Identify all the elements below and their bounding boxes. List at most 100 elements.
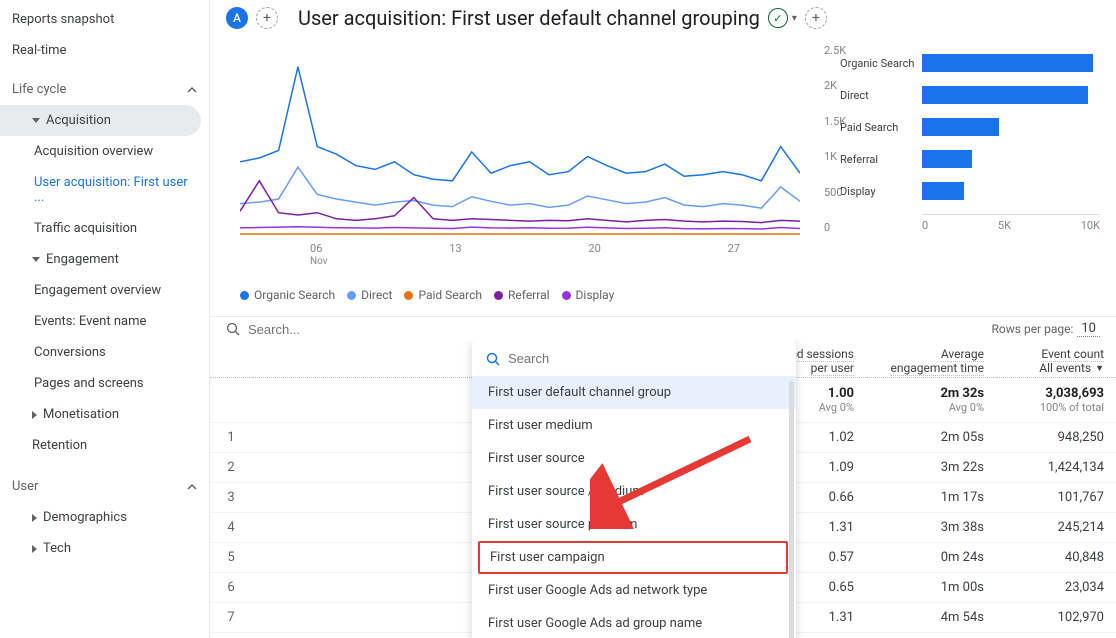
sidebar-item-label: Monetisation <box>43 407 119 422</box>
sidebar-item-label: Acquisition <box>46 113 111 128</box>
sidebar-section-lifecycle[interactable]: Life cycle <box>0 74 209 105</box>
dropdown-option[interactable]: First user medium <box>472 409 796 442</box>
search-icon <box>226 322 240 336</box>
row-index: 5 <box>210 543 252 573</box>
chevron-up-icon <box>187 85 197 95</box>
data-cell: 23,034 <box>996 573 1116 603</box>
dropdown-option[interactable]: First user campaign <box>478 541 788 574</box>
totals-cell: 2m 32s <box>866 378 996 402</box>
sidebar-item-demographics[interactable]: Demographics <box>0 502 209 533</box>
sidebar-section-user[interactable]: User <box>0 471 209 502</box>
triangle-down-icon <box>32 257 40 262</box>
sidebar: Reports snapshot Real-time Life cycle Ac… <box>0 0 210 638</box>
bar-row: Display <box>840 182 1100 200</box>
triangle-right-icon <box>32 411 37 419</box>
totals-sub-cell: 100% of total <box>996 401 1116 423</box>
sidebar-item-engagement[interactable]: Engagement <box>0 244 209 275</box>
table-search-input[interactable] <box>248 322 992 337</box>
row-index: 3 <box>210 483 252 513</box>
data-cell: 1m 17s <box>866 483 996 513</box>
data-cell: 4m 54s <box>866 603 996 633</box>
dropdown-scrollbar[interactable] <box>789 381 794 638</box>
sidebar-item-traffic-acquisition[interactable]: Traffic acquisition <box>0 213 209 244</box>
data-cell: 3m 38s <box>866 513 996 543</box>
main-content: A + User acquisition: First user default… <box>210 0 1116 638</box>
sidebar-item-events[interactable]: Events: Event name <box>0 306 209 337</box>
legend-item[interactable]: Direct <box>347 288 392 302</box>
row-index: 6 <box>210 573 252 603</box>
rows-per-page-value[interactable]: 10 <box>1077 321 1100 337</box>
triangle-down-icon <box>32 118 40 123</box>
column-header[interactable]: Averageengagement time <box>866 341 996 378</box>
data-cell: 3m 22s <box>866 453 996 483</box>
dropdown-search-input[interactable] <box>508 351 782 366</box>
data-cell: 102,970 <box>996 603 1116 633</box>
sidebar-item-retention[interactable]: Retention <box>0 430 209 461</box>
add-segment-button[interactable]: + <box>256 7 278 29</box>
legend-dot <box>347 291 356 300</box>
bar-chart: Organic SearchDirectPaid SearchReferralD… <box>840 44 1100 268</box>
bar-fill <box>922 182 964 200</box>
check-icon[interactable]: ✓ <box>768 8 788 28</box>
sidebar-item-label: Engagement <box>46 252 119 267</box>
sidebar-item-conversions[interactable]: Conversions <box>0 337 209 368</box>
dropdown-option[interactable]: First user source / medium <box>472 475 796 508</box>
dimension-dropdown: First user default channel groupFirst us… <box>472 341 796 638</box>
legend-dot <box>404 291 413 300</box>
chevron-up-icon <box>187 482 197 492</box>
sidebar-item-reports-snapshot[interactable]: Reports snapshot <box>0 4 209 35</box>
chart-legend: Organic Search Direct Paid Search Referral D… <box>210 268 1116 308</box>
dropdown-option[interactable]: First user source <box>472 442 796 475</box>
bar-row: Organic Search <box>840 54 1100 72</box>
sidebar-item-monetisation[interactable]: Monetisation <box>0 399 209 430</box>
dropdown-option[interactable]: First user source platform <box>472 508 796 541</box>
bar-fill <box>922 118 999 136</box>
row-index: 7 <box>210 603 252 633</box>
add-comparison-button[interactable]: + <box>805 7 827 29</box>
data-cell: 40,848 <box>996 543 1116 573</box>
page-header: A + User acquisition: First user default… <box>210 0 1116 40</box>
data-cell: 93,017 <box>996 633 1116 638</box>
dropdown-search <box>472 341 796 376</box>
sidebar-item-acq-overview[interactable]: Acquisition overview <box>0 136 209 167</box>
data-cell: 0m 37s <box>866 633 996 638</box>
sidebar-item-tech[interactable]: Tech <box>0 533 209 564</box>
column-header[interactable]: Event countAll events ▼ <box>996 341 1116 378</box>
totals-sub-cell: Avg 0% <box>866 401 996 423</box>
bar-row: Direct <box>840 86 1100 104</box>
legend-item[interactable]: Display <box>562 288 615 302</box>
y-axis-ticks: 2.5K2K1.5K1K5000 <box>824 44 854 234</box>
line-chart-svg <box>240 44 800 264</box>
sidebar-item-acquisition[interactable]: Acquisition <box>0 105 201 136</box>
legend-dot <box>240 291 249 300</box>
dropdown-option[interactable]: First user default channel group <box>472 376 796 409</box>
sidebar-item-realtime[interactable]: Real-time <box>0 35 209 66</box>
sidebar-item-eng-overview[interactable]: Engagement overview <box>0 275 209 306</box>
dropdown-option[interactable]: First user Google Ads ad group name <box>472 607 796 638</box>
sidebar-item-pages[interactable]: Pages and screens <box>0 368 209 399</box>
event-filter-dropdown[interactable]: All events ▼ <box>1008 361 1104 375</box>
sidebar-section-label: Life cycle <box>12 82 66 97</box>
line-chart: 2.5K2K1.5K1K5000 06132027 Nov <box>240 44 820 268</box>
segment-badge[interactable]: A <box>226 7 248 29</box>
dropdown-option[interactable]: First user Google Ads ad network type <box>472 574 796 607</box>
sidebar-item-label: Tech <box>43 541 71 556</box>
caret-down-icon[interactable]: ▾ <box>792 13 797 24</box>
totals-cell: 3,038,693 <box>996 378 1116 402</box>
bar-fill <box>922 150 972 168</box>
sidebar-item-label: Demographics <box>43 510 127 525</box>
data-cell: 1m 00s <box>866 573 996 603</box>
sidebar-item-user-acquisition[interactable]: User acquisition: First user ... <box>0 167 209 213</box>
rows-per-page-label: Rows per page: <box>992 322 1074 336</box>
legend-item[interactable]: Paid Search <box>404 288 482 302</box>
page-title: User acquisition: First user default cha… <box>298 6 760 30</box>
legend-dot <box>562 291 571 300</box>
data-cell: 245,214 <box>996 513 1116 543</box>
data-cell: 101,767 <box>996 483 1116 513</box>
legend-item[interactable]: Referral <box>494 288 550 302</box>
table-toolbar: Rows per page: 10 <box>210 316 1116 341</box>
triangle-right-icon <box>32 545 37 553</box>
data-table-wrap: EngagedsessionsEngagementrateEngaged ses… <box>210 341 1116 638</box>
legend-item[interactable]: Organic Search <box>240 288 335 302</box>
bar-fill <box>922 54 1093 72</box>
